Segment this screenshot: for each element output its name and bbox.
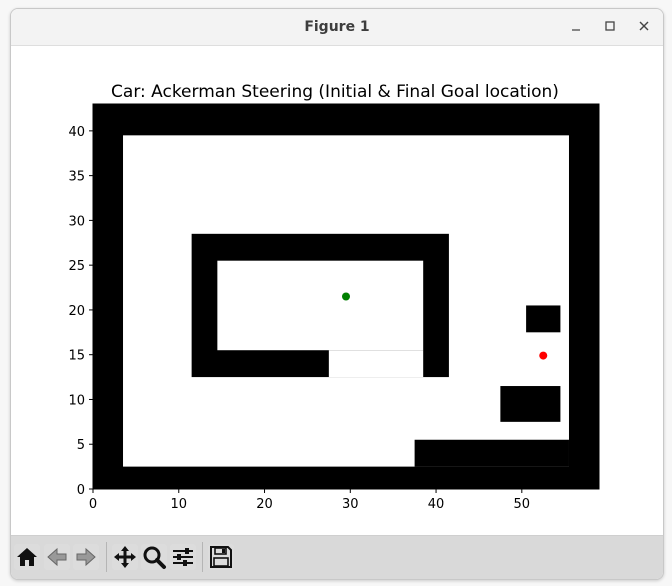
y-tick-label: 25 [68, 259, 85, 274]
forward-button[interactable] [73, 544, 99, 570]
obstacle [526, 305, 561, 333]
configure-subplots-icon [173, 548, 193, 566]
chart-title: Car: Ackerman Steering (Initial & Final … [111, 82, 559, 102]
zoom-icon [143, 546, 166, 569]
initial-location-point [342, 292, 350, 301]
zoom-button[interactable] [141, 544, 167, 570]
obstacle [500, 386, 561, 422]
y-tick-label: 30 [68, 214, 85, 229]
navigation-toolbar [11, 535, 663, 579]
toolbar-separator [202, 542, 203, 572]
axes: 0 10 20 30 40 50 0 5 10 15 20 25 30 35 40 [68, 103, 600, 512]
figure-window: Figure 1 Car: Ackerman Steering (Initial… [10, 8, 664, 580]
pan-icon [114, 546, 136, 568]
save-icon [210, 546, 232, 568]
x-tick-label: 20 [256, 497, 273, 512]
title-bar[interactable]: Figure 1 [11, 9, 663, 46]
close-button[interactable] [632, 15, 656, 39]
pan-button[interactable] [112, 544, 138, 570]
close-icon [639, 21, 649, 31]
configure-subplots-button[interactable] [170, 544, 196, 570]
y-tick-label: 35 [68, 170, 85, 185]
toolbar-separator [106, 542, 107, 572]
x-tick-label: 30 [342, 497, 359, 512]
free-space [217, 260, 424, 351]
figure-canvas[interactable]: Car: Ackerman Steering (Initial & Final … [11, 46, 663, 534]
free-space [328, 350, 424, 378]
y-tick-label: 0 [77, 483, 85, 498]
axes-frame [92, 103, 600, 490]
plot-area [93, 104, 599, 489]
maximize-icon [605, 21, 615, 31]
forward-arrow-icon [76, 547, 96, 567]
x-tick-label: 40 [428, 497, 445, 512]
maximize-button[interactable] [598, 15, 622, 39]
x-tick-label: 0 [89, 497, 97, 512]
x-tick-label: 50 [514, 497, 531, 512]
home-button[interactable] [14, 544, 40, 570]
goal-location-point [539, 351, 548, 360]
minimize-button[interactable] [564, 15, 588, 39]
window-title: Figure 1 [304, 19, 370, 35]
y-tick-label: 40 [68, 125, 85, 140]
y-tick-label: 15 [68, 349, 85, 364]
y-tick-label: 5 [77, 438, 85, 453]
back-button[interactable] [44, 544, 70, 570]
obstacle [414, 439, 569, 467]
y-tick-label: 10 [68, 393, 85, 408]
back-arrow-icon [47, 547, 67, 567]
save-button[interactable] [208, 544, 234, 570]
y-tick-label: 20 [68, 304, 85, 319]
x-tick-label: 10 [170, 497, 187, 512]
chart-svg: Car: Ackerman Steering (Initial & Final … [68, 82, 600, 512]
minimize-icon [572, 29, 580, 31]
home-icon [17, 548, 37, 566]
